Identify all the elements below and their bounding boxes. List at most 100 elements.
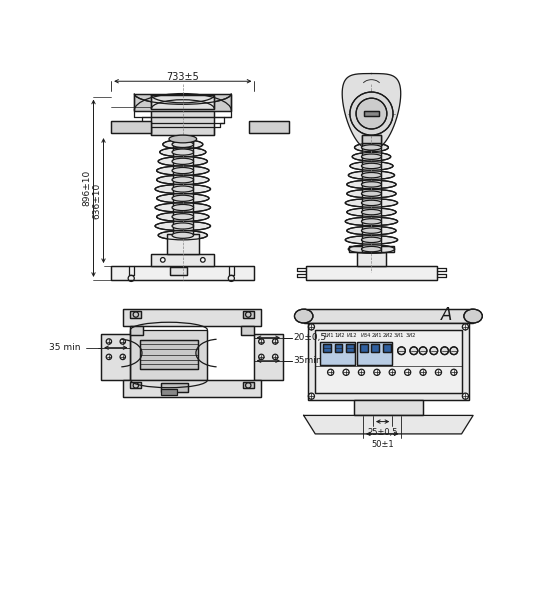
Ellipse shape — [172, 205, 193, 211]
Bar — [320, 341, 355, 365]
Ellipse shape — [361, 145, 381, 150]
Text: 896±10: 896±10 — [83, 170, 92, 206]
Bar — [349, 246, 394, 252]
Bar — [362, 135, 381, 143]
Ellipse shape — [361, 209, 381, 215]
Text: 2И2: 2И2 — [382, 333, 393, 338]
Text: 636±10: 636±10 — [93, 182, 102, 219]
Text: И34: И34 — [360, 333, 370, 338]
Text: 35min: 35min — [294, 356, 322, 365]
Ellipse shape — [163, 140, 203, 149]
Bar — [364, 111, 379, 116]
Ellipse shape — [172, 214, 193, 220]
Bar — [303, 309, 473, 323]
Polygon shape — [342, 74, 401, 151]
Ellipse shape — [361, 154, 381, 160]
Ellipse shape — [350, 162, 393, 170]
Bar — [323, 344, 330, 352]
Text: 35 min: 35 min — [49, 343, 80, 352]
Ellipse shape — [172, 177, 193, 183]
Bar — [334, 344, 342, 352]
Ellipse shape — [157, 212, 209, 221]
Ellipse shape — [172, 158, 193, 164]
Bar — [383, 344, 391, 352]
Bar — [357, 341, 392, 365]
Bar — [134, 94, 231, 110]
Bar — [161, 383, 188, 392]
Bar — [354, 400, 423, 415]
Ellipse shape — [345, 217, 397, 226]
Circle shape — [419, 347, 427, 355]
Ellipse shape — [160, 148, 206, 157]
Bar — [306, 266, 437, 280]
Bar — [131, 382, 141, 388]
Text: 20±0,5: 20±0,5 — [294, 333, 327, 342]
Ellipse shape — [347, 226, 396, 235]
Bar — [357, 341, 392, 365]
Ellipse shape — [347, 180, 396, 188]
Bar — [167, 234, 199, 254]
Bar — [151, 254, 214, 266]
Bar — [123, 380, 261, 397]
Bar — [131, 330, 207, 380]
Bar — [349, 246, 394, 252]
Ellipse shape — [356, 98, 387, 129]
Bar — [362, 135, 381, 143]
Ellipse shape — [155, 184, 211, 194]
Ellipse shape — [361, 163, 381, 169]
Bar — [254, 334, 283, 380]
Ellipse shape — [361, 182, 381, 187]
Ellipse shape — [345, 199, 397, 207]
Bar — [140, 340, 198, 369]
Bar — [151, 254, 214, 266]
Bar — [173, 135, 193, 143]
Ellipse shape — [294, 309, 313, 323]
Ellipse shape — [172, 149, 193, 155]
Ellipse shape — [169, 135, 197, 143]
Ellipse shape — [352, 152, 391, 161]
Bar — [383, 344, 391, 352]
Ellipse shape — [155, 203, 211, 212]
Ellipse shape — [172, 141, 193, 148]
Circle shape — [160, 257, 165, 262]
Bar — [364, 111, 379, 116]
Text: 3И1: 3И1 — [393, 333, 404, 338]
Circle shape — [441, 347, 448, 355]
Bar — [357, 252, 386, 266]
Bar — [173, 135, 193, 233]
Bar — [123, 309, 261, 326]
Ellipse shape — [155, 221, 211, 230]
Bar — [315, 330, 462, 393]
Bar — [123, 309, 261, 326]
Bar — [346, 344, 354, 352]
Text: 1И2: 1И2 — [335, 333, 345, 338]
Bar — [243, 311, 254, 317]
Text: 1И1: 1И1 — [323, 333, 334, 338]
Text: 50±1: 50±1 — [371, 440, 394, 449]
Bar — [372, 344, 379, 352]
Bar — [241, 326, 254, 335]
Ellipse shape — [345, 236, 397, 244]
Bar — [243, 311, 254, 317]
Bar — [303, 309, 473, 323]
Bar — [315, 330, 462, 393]
Ellipse shape — [361, 237, 381, 242]
Ellipse shape — [158, 230, 207, 240]
Bar — [241, 326, 254, 335]
Bar — [161, 383, 188, 392]
Text: 3И2: 3И2 — [406, 333, 416, 338]
Ellipse shape — [361, 191, 381, 196]
Bar — [131, 326, 143, 335]
Bar — [131, 311, 141, 317]
Bar — [170, 267, 187, 275]
Bar — [170, 267, 187, 275]
Polygon shape — [303, 415, 473, 434]
Circle shape — [397, 347, 406, 355]
Ellipse shape — [361, 200, 381, 206]
Bar — [173, 135, 193, 233]
Bar — [320, 341, 355, 365]
Bar — [101, 334, 131, 380]
Bar — [308, 323, 469, 400]
Ellipse shape — [361, 218, 381, 224]
Bar — [360, 344, 368, 352]
